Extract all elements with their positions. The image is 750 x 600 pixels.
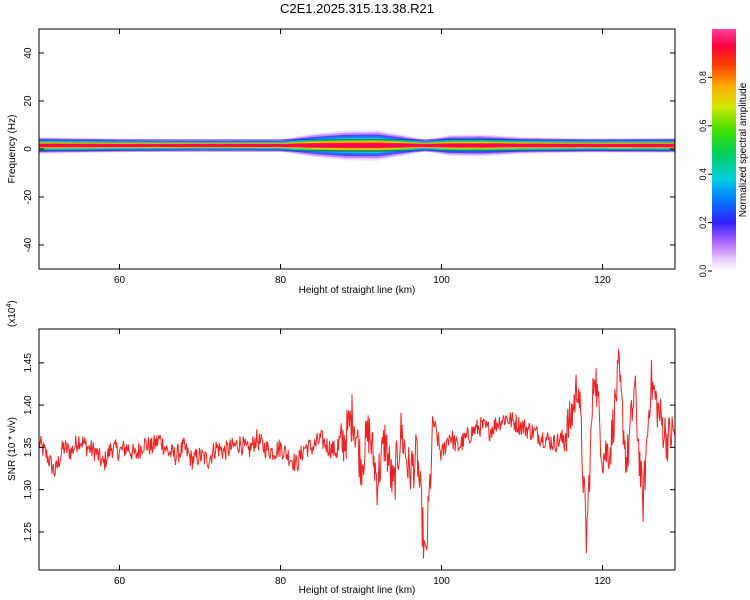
colorbar-tick-label: 0.0 <box>698 265 708 278</box>
snr-y-axis-label: SNR (10 * v/v) <box>7 417 18 481</box>
spectrogram-y-tick-label: 0 <box>23 146 34 152</box>
colorbar: 0.0 0.2 0.4 0.6 0.8 Normalized spectral ampl… <box>698 29 749 277</box>
spectrogram-y-tick-label: -20 <box>23 189 34 204</box>
spectrogram-y-ticks: 40 20 0 -20 -40 <box>23 47 675 252</box>
snr-y-tick-label: 1.40 <box>23 395 34 415</box>
snr-y-tick-label: 1.30 <box>23 479 34 499</box>
spectrogram-band <box>39 130 675 161</box>
spectrogram-x-axis-label: Height of straight line (km) <box>299 285 416 296</box>
snr-y-tick-label: 1.25 <box>23 522 34 542</box>
snr-frame <box>38 328 676 571</box>
colorbar-scale <box>712 29 736 271</box>
snr-y-tick-label: 1.35 <box>23 437 34 457</box>
spectrogram-x-tick-label: 60 <box>114 275 126 286</box>
spectrogram-x-tick-label: 80 <box>275 275 287 286</box>
spectrogram-y-tick-label: 20 <box>23 95 34 107</box>
snr-series-line <box>39 348 675 559</box>
colorbar-tick-label: 0.8 <box>698 71 708 84</box>
chart-title: C2E1.2025.315.13.38.R21 <box>280 1 434 16</box>
snr-x-axis-label: Height of straight line (km) <box>299 585 416 596</box>
spectrogram-x-tick-label: 120 <box>594 275 611 286</box>
spectrogram-x-ticks: 60 80 100 120 <box>114 29 611 286</box>
colorbar-ticks: 0.0 0.2 0.4 0.6 0.8 <box>698 71 712 277</box>
spectrogram-y-axis-label: Frequency (Hz) <box>7 115 18 184</box>
snr-x-tick-label: 80 <box>275 576 287 587</box>
snr-x-ticks: 60 80 100 120 <box>114 329 611 587</box>
snr-y-unit-label: (x104) <box>6 300 18 327</box>
snr-panel: 60 80 100 120 1.25 1.30 1.35 1.40 1.45 Height o… <box>6 300 676 596</box>
spectrogram-x-tick-label: 100 <box>433 275 450 286</box>
snr-x-tick-label: 100 <box>433 576 450 587</box>
colorbar-label: Normalized spectral amplitude <box>738 82 749 217</box>
snr-x-tick-label: 120 <box>594 576 611 587</box>
spectrogram-panel: 60 80 100 120 40 20 0 -20 -40 Height of straigh… <box>7 28 676 296</box>
colorbar-tick-label: 0.2 <box>698 216 708 229</box>
spectrogram-y-tick-label: 40 <box>23 47 34 59</box>
colorbar-tick-label: 0.4 <box>698 168 708 181</box>
spectrogram-y-tick-label: -40 <box>23 237 34 252</box>
snr-x-tick-label: 60 <box>114 576 126 587</box>
spectrogram-band-level-9 <box>39 143 675 148</box>
snr-y-ticks: 1.25 1.30 1.35 1.40 1.45 <box>23 353 675 542</box>
snr-y-tick-label: 1.45 <box>23 353 34 373</box>
colorbar-tick-label: 0.6 <box>698 120 708 133</box>
